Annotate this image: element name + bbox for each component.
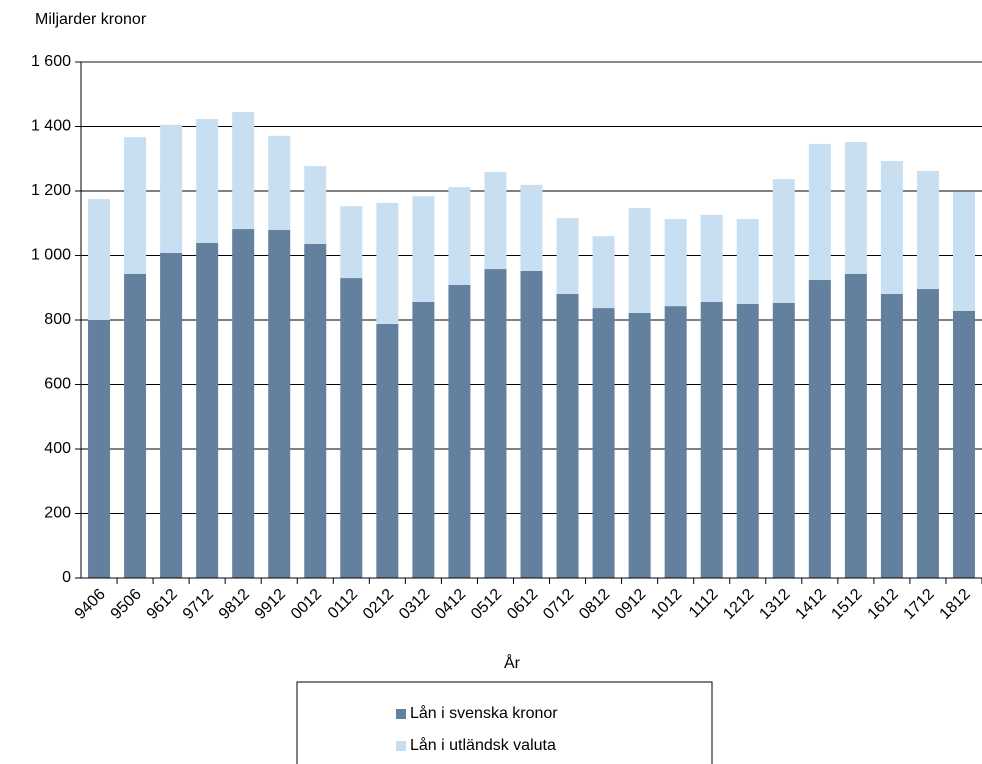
bar	[448, 187, 471, 285]
x-tick-label: 0312	[396, 586, 433, 623]
legend-box	[296, 681, 713, 764]
bar	[412, 196, 435, 302]
bar	[952, 191, 975, 311]
bar	[484, 269, 507, 578]
x-tick-label: 0512	[468, 586, 505, 623]
bar	[232, 111, 255, 230]
bar	[808, 280, 831, 578]
bar	[880, 293, 903, 578]
bar	[304, 243, 327, 578]
bar	[160, 252, 183, 579]
bar	[916, 171, 939, 290]
bar	[736, 303, 759, 578]
bar	[196, 242, 219, 579]
legend-swatch	[396, 709, 406, 719]
x-tick-label: 0212	[360, 586, 397, 623]
y-tick-label: 800	[44, 311, 71, 328]
y-tick-label: 600	[44, 376, 71, 393]
bar	[556, 293, 579, 578]
x-tick-label: 0812	[576, 586, 613, 623]
bar	[592, 308, 615, 578]
legend-label: Lån i svenska kronor	[410, 704, 558, 722]
x-tick-label: 0012	[288, 586, 325, 623]
legend-label: Lån i utländsk valuta	[410, 736, 556, 754]
y-tick-label: 1 600	[31, 53, 71, 70]
bar	[448, 284, 471, 578]
x-tick-label: 1012	[648, 586, 685, 623]
bar	[196, 119, 219, 243]
x-tick-label: 0612	[504, 586, 541, 623]
bar	[340, 278, 363, 578]
bar	[484, 171, 507, 270]
x-tick-label: 9812	[216, 586, 253, 623]
y-tick-label: 0	[62, 569, 71, 586]
x-tick-label: 9912	[252, 586, 289, 623]
x-tick-label: 1112	[686, 586, 722, 622]
bar	[808, 143, 831, 281]
x-tick-label: 0912	[612, 586, 649, 623]
bar	[88, 320, 111, 578]
bar	[628, 312, 651, 578]
x-tick-label: 9506	[108, 586, 145, 623]
bar	[772, 179, 795, 303]
bar	[268, 135, 291, 231]
bar	[592, 236, 615, 309]
bar	[88, 199, 111, 320]
bar	[376, 202, 399, 324]
y-tick-label: 200	[44, 505, 71, 522]
bar	[520, 270, 543, 578]
x-tick-label: 1812	[937, 586, 974, 623]
x-tick-label: 1612	[865, 586, 902, 623]
bar	[520, 184, 543, 271]
bar	[232, 229, 255, 578]
y-tick-label: 1 400	[31, 118, 71, 135]
legend-swatch	[396, 741, 406, 751]
x-tick-label: 0712	[540, 586, 577, 623]
bar	[916, 289, 939, 578]
bar	[844, 141, 867, 274]
bar	[736, 219, 759, 304]
bar	[772, 302, 795, 578]
bar	[340, 206, 363, 279]
x-tick-label: 1312	[756, 586, 793, 623]
bar	[160, 124, 183, 253]
bar	[700, 301, 723, 578]
bar	[412, 301, 435, 578]
x-tick-label: 1512	[828, 586, 865, 623]
y-axis-label: Miljarder kronor	[35, 11, 147, 28]
y-tick-label: 1 200	[31, 182, 71, 199]
bar	[844, 273, 867, 578]
x-tick-label: 1412	[792, 586, 829, 623]
x-tick-label: 9406	[72, 586, 109, 623]
bar	[376, 323, 399, 578]
x-axis-label: År	[504, 653, 521, 672]
bar	[880, 161, 903, 294]
y-tick-label: 1 000	[31, 247, 71, 264]
bar	[556, 218, 579, 294]
bar	[124, 137, 147, 274]
x-tick-label: 9712	[180, 586, 217, 623]
bar	[664, 306, 687, 578]
x-tick-label: 0412	[432, 586, 469, 623]
bar	[124, 273, 147, 578]
x-tick-label: 0112	[325, 586, 361, 622]
bar	[664, 219, 687, 307]
x-tick-label: 9612	[144, 586, 181, 623]
bar	[304, 166, 327, 244]
y-tick-label: 400	[44, 440, 71, 457]
x-tick-label: 1212	[720, 586, 757, 623]
bar	[952, 310, 975, 578]
x-tick-label: 1712	[901, 586, 938, 623]
bar	[700, 214, 723, 302]
bar	[628, 208, 651, 313]
bar	[268, 230, 291, 578]
